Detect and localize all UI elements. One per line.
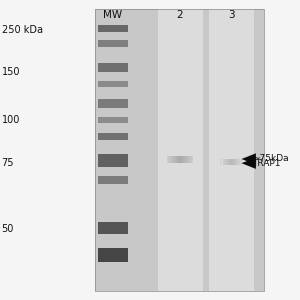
Bar <box>241 159 242 165</box>
Bar <box>231 159 232 165</box>
Bar <box>264 0 300 300</box>
Bar <box>98 248 128 262</box>
Bar <box>222 159 223 165</box>
Text: 75: 75 <box>2 158 14 169</box>
Bar <box>98 222 128 234</box>
Bar <box>192 156 193 163</box>
Text: TRAP1: TRAP1 <box>252 159 280 168</box>
Bar <box>238 159 239 165</box>
Bar <box>226 159 227 165</box>
Bar <box>98 99 128 108</box>
Bar <box>184 156 185 163</box>
Bar <box>176 156 177 163</box>
Bar <box>94 9 264 291</box>
Bar <box>242 159 243 165</box>
Bar <box>185 156 186 163</box>
Bar <box>221 159 222 165</box>
Bar <box>178 156 179 163</box>
Bar <box>191 156 192 163</box>
Bar <box>168 156 169 163</box>
Text: 100: 100 <box>2 115 20 125</box>
Bar <box>98 40 128 47</box>
Bar <box>181 156 182 163</box>
Bar <box>0 0 94 300</box>
Bar <box>174 156 175 163</box>
Bar <box>228 159 229 165</box>
Bar <box>223 159 224 165</box>
Bar <box>236 159 237 165</box>
Bar <box>235 159 236 165</box>
Bar <box>98 154 128 167</box>
Bar <box>237 159 238 165</box>
Bar <box>177 156 178 163</box>
Bar <box>229 159 230 165</box>
Bar <box>240 159 241 165</box>
Text: 250 kDa: 250 kDa <box>2 25 43 35</box>
Bar <box>183 156 184 163</box>
Bar <box>232 159 233 165</box>
Text: 150: 150 <box>2 67 20 77</box>
Bar <box>167 156 168 163</box>
Bar <box>170 156 171 163</box>
Bar <box>98 176 128 184</box>
Bar <box>171 156 172 163</box>
Bar <box>188 156 189 163</box>
Bar <box>189 156 190 163</box>
Bar <box>173 156 174 163</box>
Text: MW: MW <box>103 11 122 20</box>
Bar <box>180 156 181 163</box>
Bar <box>98 117 128 123</box>
Bar <box>239 159 240 165</box>
Polygon shape <box>242 158 256 169</box>
Bar <box>98 133 128 140</box>
Bar <box>230 159 231 165</box>
Text: ~75kDa: ~75kDa <box>252 154 289 163</box>
Bar <box>98 81 128 87</box>
Text: 2: 2 <box>177 11 183 20</box>
Bar <box>187 156 188 163</box>
Bar <box>208 9 253 291</box>
Bar <box>224 159 225 165</box>
Text: 3: 3 <box>228 11 234 20</box>
Bar <box>172 156 173 163</box>
Bar <box>98 25 128 32</box>
Bar <box>225 159 226 165</box>
Bar <box>233 159 234 165</box>
Bar <box>190 156 191 163</box>
Text: 50: 50 <box>2 224 14 235</box>
Bar <box>220 159 221 165</box>
Bar <box>238 159 239 165</box>
Bar <box>234 159 235 165</box>
Bar <box>98 63 128 72</box>
Bar <box>186 156 187 163</box>
Polygon shape <box>242 153 256 165</box>
Bar <box>169 156 170 163</box>
Bar <box>158 9 202 291</box>
Bar <box>232 159 233 165</box>
Bar <box>94 9 264 291</box>
Bar <box>179 156 180 163</box>
Bar <box>182 156 183 163</box>
